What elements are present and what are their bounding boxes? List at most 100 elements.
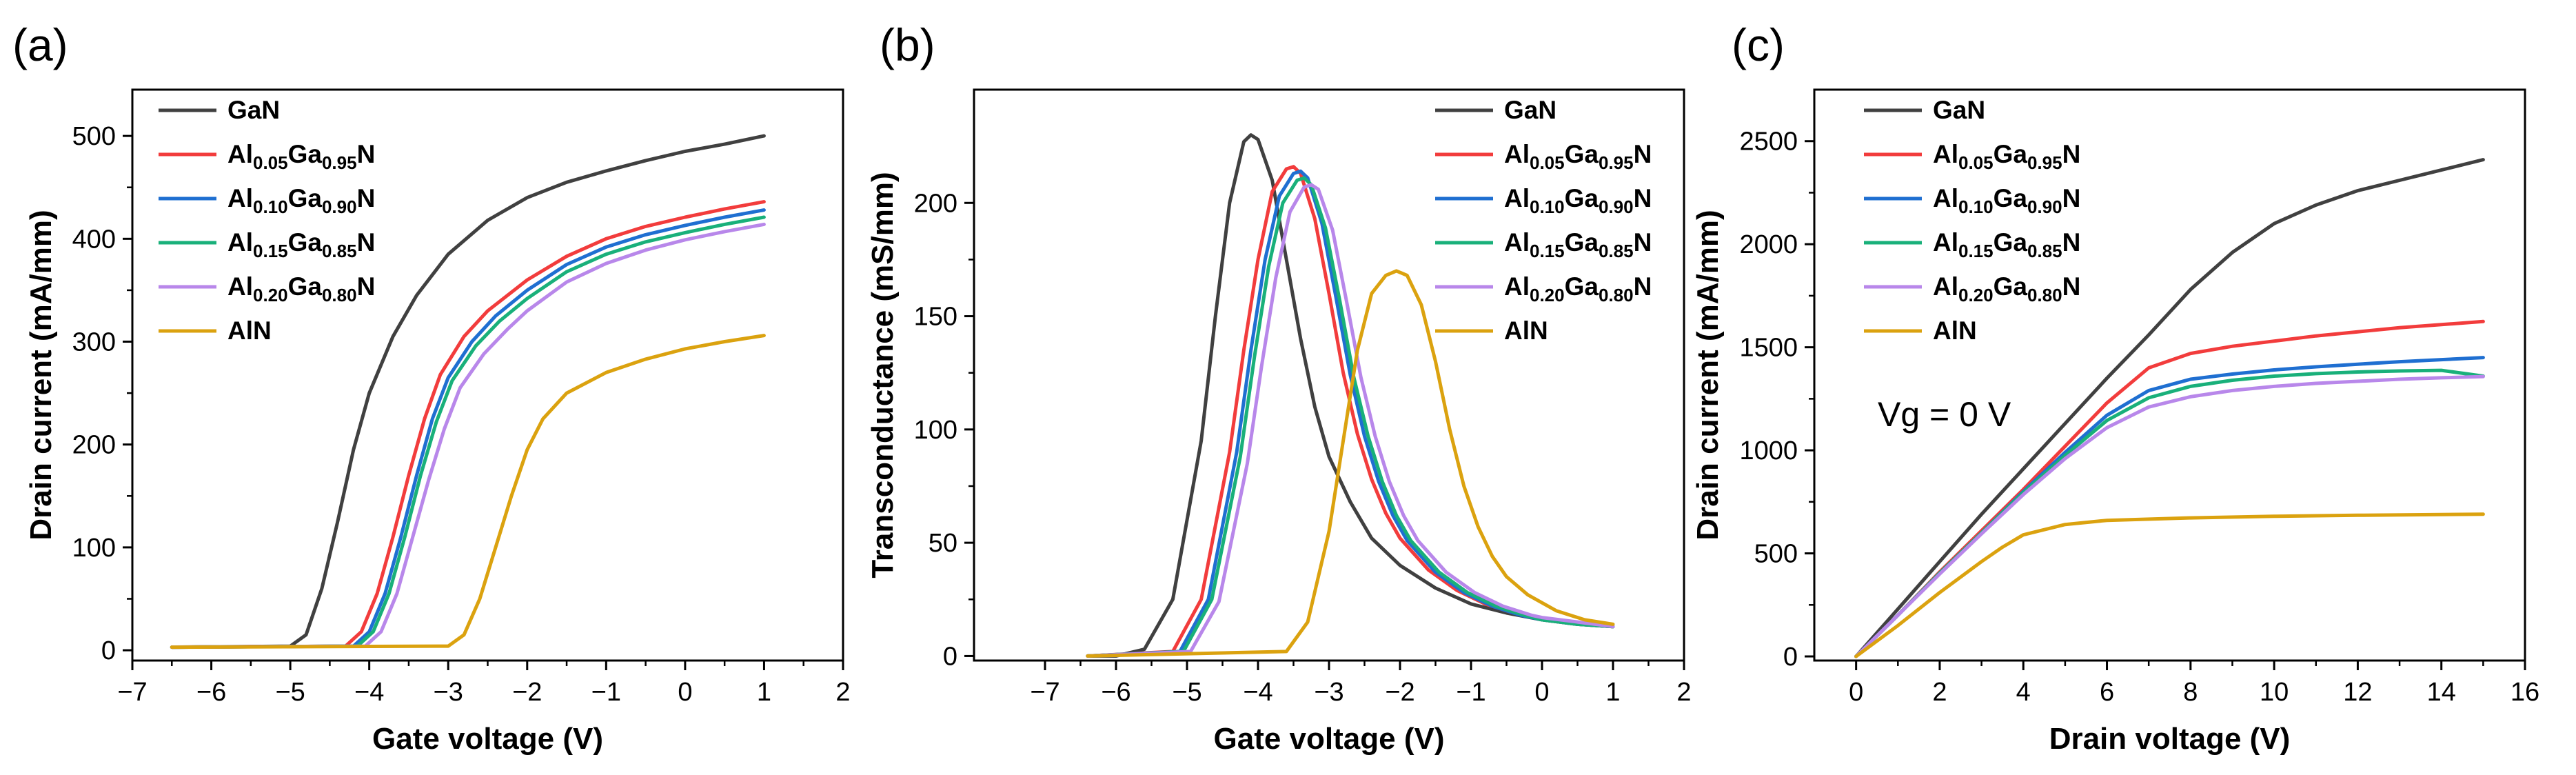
x-tick-label: −1 xyxy=(591,678,621,707)
y-tick-label: 50 xyxy=(929,529,957,558)
legend-label: AlN xyxy=(227,316,272,345)
legend-item-Al015: Al0.15Ga0.85N xyxy=(1435,228,1652,261)
y-tick-label: 100 xyxy=(72,534,116,563)
series-line-Al020 xyxy=(170,222,766,650)
legend-item-GaN: GaN xyxy=(1435,96,1556,124)
x-tick-label: 1 xyxy=(757,678,771,707)
legend-label: Al0.15Ga0.85N xyxy=(227,228,375,261)
legend-label: Al0.15Ga0.85N xyxy=(1933,228,2080,261)
legend: GaN Al0.05Ga0.95N Al0.10Ga0.90N Al0.15Ga0.8… xyxy=(1864,96,2080,345)
series-line-Al020 xyxy=(1086,183,1615,658)
legend-label: GaN xyxy=(227,96,280,124)
x-tick-label: −2 xyxy=(1385,678,1414,707)
x-tick-label: −3 xyxy=(1314,678,1343,707)
x-tick-label: 6 xyxy=(2100,678,2114,707)
legend-item-GaN: GaN xyxy=(159,96,280,124)
y-axis-ticks: 0 50 100 150 200 xyxy=(914,189,974,671)
legend-item-Al005: Al0.05Ga0.95N xyxy=(1435,140,1652,173)
x-tick-label: 14 xyxy=(2427,678,2456,707)
y-tick-label: 2500 xyxy=(1739,128,1798,157)
legend-label: Al0.05Ga0.95N xyxy=(1504,140,1652,173)
y-tick-label: 0 xyxy=(101,636,116,665)
panel-label-b: (b) xyxy=(880,19,935,70)
y-tick-label: 150 xyxy=(914,303,957,332)
x-tick-label: −4 xyxy=(354,678,384,707)
y-tick-label: 1000 xyxy=(1739,436,1798,465)
legend-item-Al020: Al0.20Ga0.80N xyxy=(1864,272,2080,305)
legend-label: Al0.20Ga0.80N xyxy=(1504,272,1652,305)
series-line-GaN xyxy=(170,134,766,650)
x-axis-ticks: −7 −6 −5 −4 −3 −2 −1 0 1 2 xyxy=(117,661,851,707)
legend-label: Al0.10Ga0.90N xyxy=(227,184,375,217)
x-tick-label: 2 xyxy=(1676,678,1691,707)
series-lines xyxy=(1854,158,2485,658)
legend-item-Al010: Al0.10Ga0.90N xyxy=(159,184,375,217)
legend-label: AlN xyxy=(1933,316,1977,345)
x-tick-label: 0 xyxy=(1534,678,1549,707)
legend-label: Al0.10Ga0.90N xyxy=(1933,184,2080,217)
series-line-AlN xyxy=(170,334,766,650)
x-tick-label: −6 xyxy=(1101,678,1130,707)
y-axis-title: Drain current (mA/mm) xyxy=(24,210,58,540)
x-axis-title: Gate voltage (V) xyxy=(1214,722,1445,756)
legend-label: Al0.05Ga0.95N xyxy=(1933,140,2080,173)
x-axis-title: Gate voltage (V) xyxy=(372,722,603,756)
legend-item-AlN: AlN xyxy=(1435,316,1548,345)
plot-frame xyxy=(1813,88,2526,662)
panel-label-c: (c) xyxy=(1732,19,1785,70)
y-tick-label: 1500 xyxy=(1739,334,1798,363)
condition-annotation: Vg = 0 V xyxy=(1878,395,2011,434)
y-tick-label: 2000 xyxy=(1739,230,1798,259)
legend: GaN Al0.05Ga0.95N Al0.10Ga0.90N Al0.15Ga0.8… xyxy=(1435,96,1652,345)
panel-a: (a) −7 −6 −5 −4 −3 −2 −1 0 1 2 0 100 200 300 400 500 Gate… xyxy=(12,19,851,756)
x-tick-label: 0 xyxy=(1849,678,1863,707)
y-axis-ticks: 0 100 200 300 400 500 xyxy=(72,122,132,665)
legend-label: GaN xyxy=(1933,96,1985,124)
series-line-AlN xyxy=(1854,512,2485,658)
series-line-GaN xyxy=(1086,133,1615,658)
y-tick-label: 500 xyxy=(72,122,116,151)
x-tick-label: −5 xyxy=(1172,678,1201,707)
x-tick-label: 16 xyxy=(2511,678,2539,707)
y-tick-label: 0 xyxy=(943,642,957,671)
series-line-Al015 xyxy=(1086,176,1615,658)
panel-b: (b) −7 −6 −5 −4 −3 −2 −1 0 1 2 0 50 100 150 200 Gate vol… xyxy=(866,19,1692,756)
legend-item-AlN: AlN xyxy=(1864,316,1977,345)
series-line-GaN xyxy=(1854,158,2485,658)
y-tick-label: 0 xyxy=(1783,643,1798,672)
x-tick-label: 12 xyxy=(2343,678,2372,707)
legend-item-Al010: Al0.10Ga0.90N xyxy=(1864,184,2080,217)
series-line-Al005 xyxy=(170,200,766,650)
y-tick-label: 500 xyxy=(1754,540,1798,569)
x-tick-label: −6 xyxy=(196,678,226,707)
legend-item-Al015: Al0.15Ga0.85N xyxy=(159,228,375,261)
series-lines xyxy=(1086,133,1615,658)
plot-frame xyxy=(973,88,1685,662)
y-tick-label: 200 xyxy=(72,431,116,460)
y-axis-title: Drain current (mA/mm) xyxy=(1691,210,1725,540)
legend-label: Al0.10Ga0.90N xyxy=(1504,184,1652,217)
legend-item-GaN: GaN xyxy=(1864,96,1985,124)
x-axis-ticks: 0 2 4 6 8 10 12 14 16 xyxy=(1849,661,2539,707)
series-line-Al015 xyxy=(170,215,766,650)
x-tick-label: −1 xyxy=(1456,678,1485,707)
x-tick-label: 8 xyxy=(2183,678,2198,707)
x-axis-ticks: −7 −6 −5 −4 −3 −2 −1 0 1 2 xyxy=(1030,661,1692,707)
legend-item-Al015: Al0.15Ga0.85N xyxy=(1864,228,2080,261)
x-tick-label: 2 xyxy=(1932,678,1947,707)
x-tick-label: −2 xyxy=(512,678,542,707)
panel-c: (c) 0 2 4 6 8 10 12 14 16 0 500 1000 1500 2000 2500 Drai… xyxy=(1691,19,2539,756)
legend-label: AlN xyxy=(1504,316,1548,345)
series-lines xyxy=(170,134,766,650)
y-axis-title: Transconductance (mS/mm) xyxy=(866,172,900,578)
y-tick-label: 100 xyxy=(914,416,957,445)
legend-item-Al010: Al0.10Ga0.90N xyxy=(1435,184,1652,217)
y-axis-ticks: 0 500 1000 1500 2000 2500 xyxy=(1739,128,1814,672)
legend-item-AlN: AlN xyxy=(159,316,272,345)
legend-label: Al0.15Ga0.85N xyxy=(1504,228,1652,261)
legend-label: Al0.20Ga0.80N xyxy=(227,272,375,305)
x-tick-label: −4 xyxy=(1243,678,1272,707)
y-tick-label: 400 xyxy=(72,225,116,254)
x-tick-label: −7 xyxy=(1030,678,1059,707)
